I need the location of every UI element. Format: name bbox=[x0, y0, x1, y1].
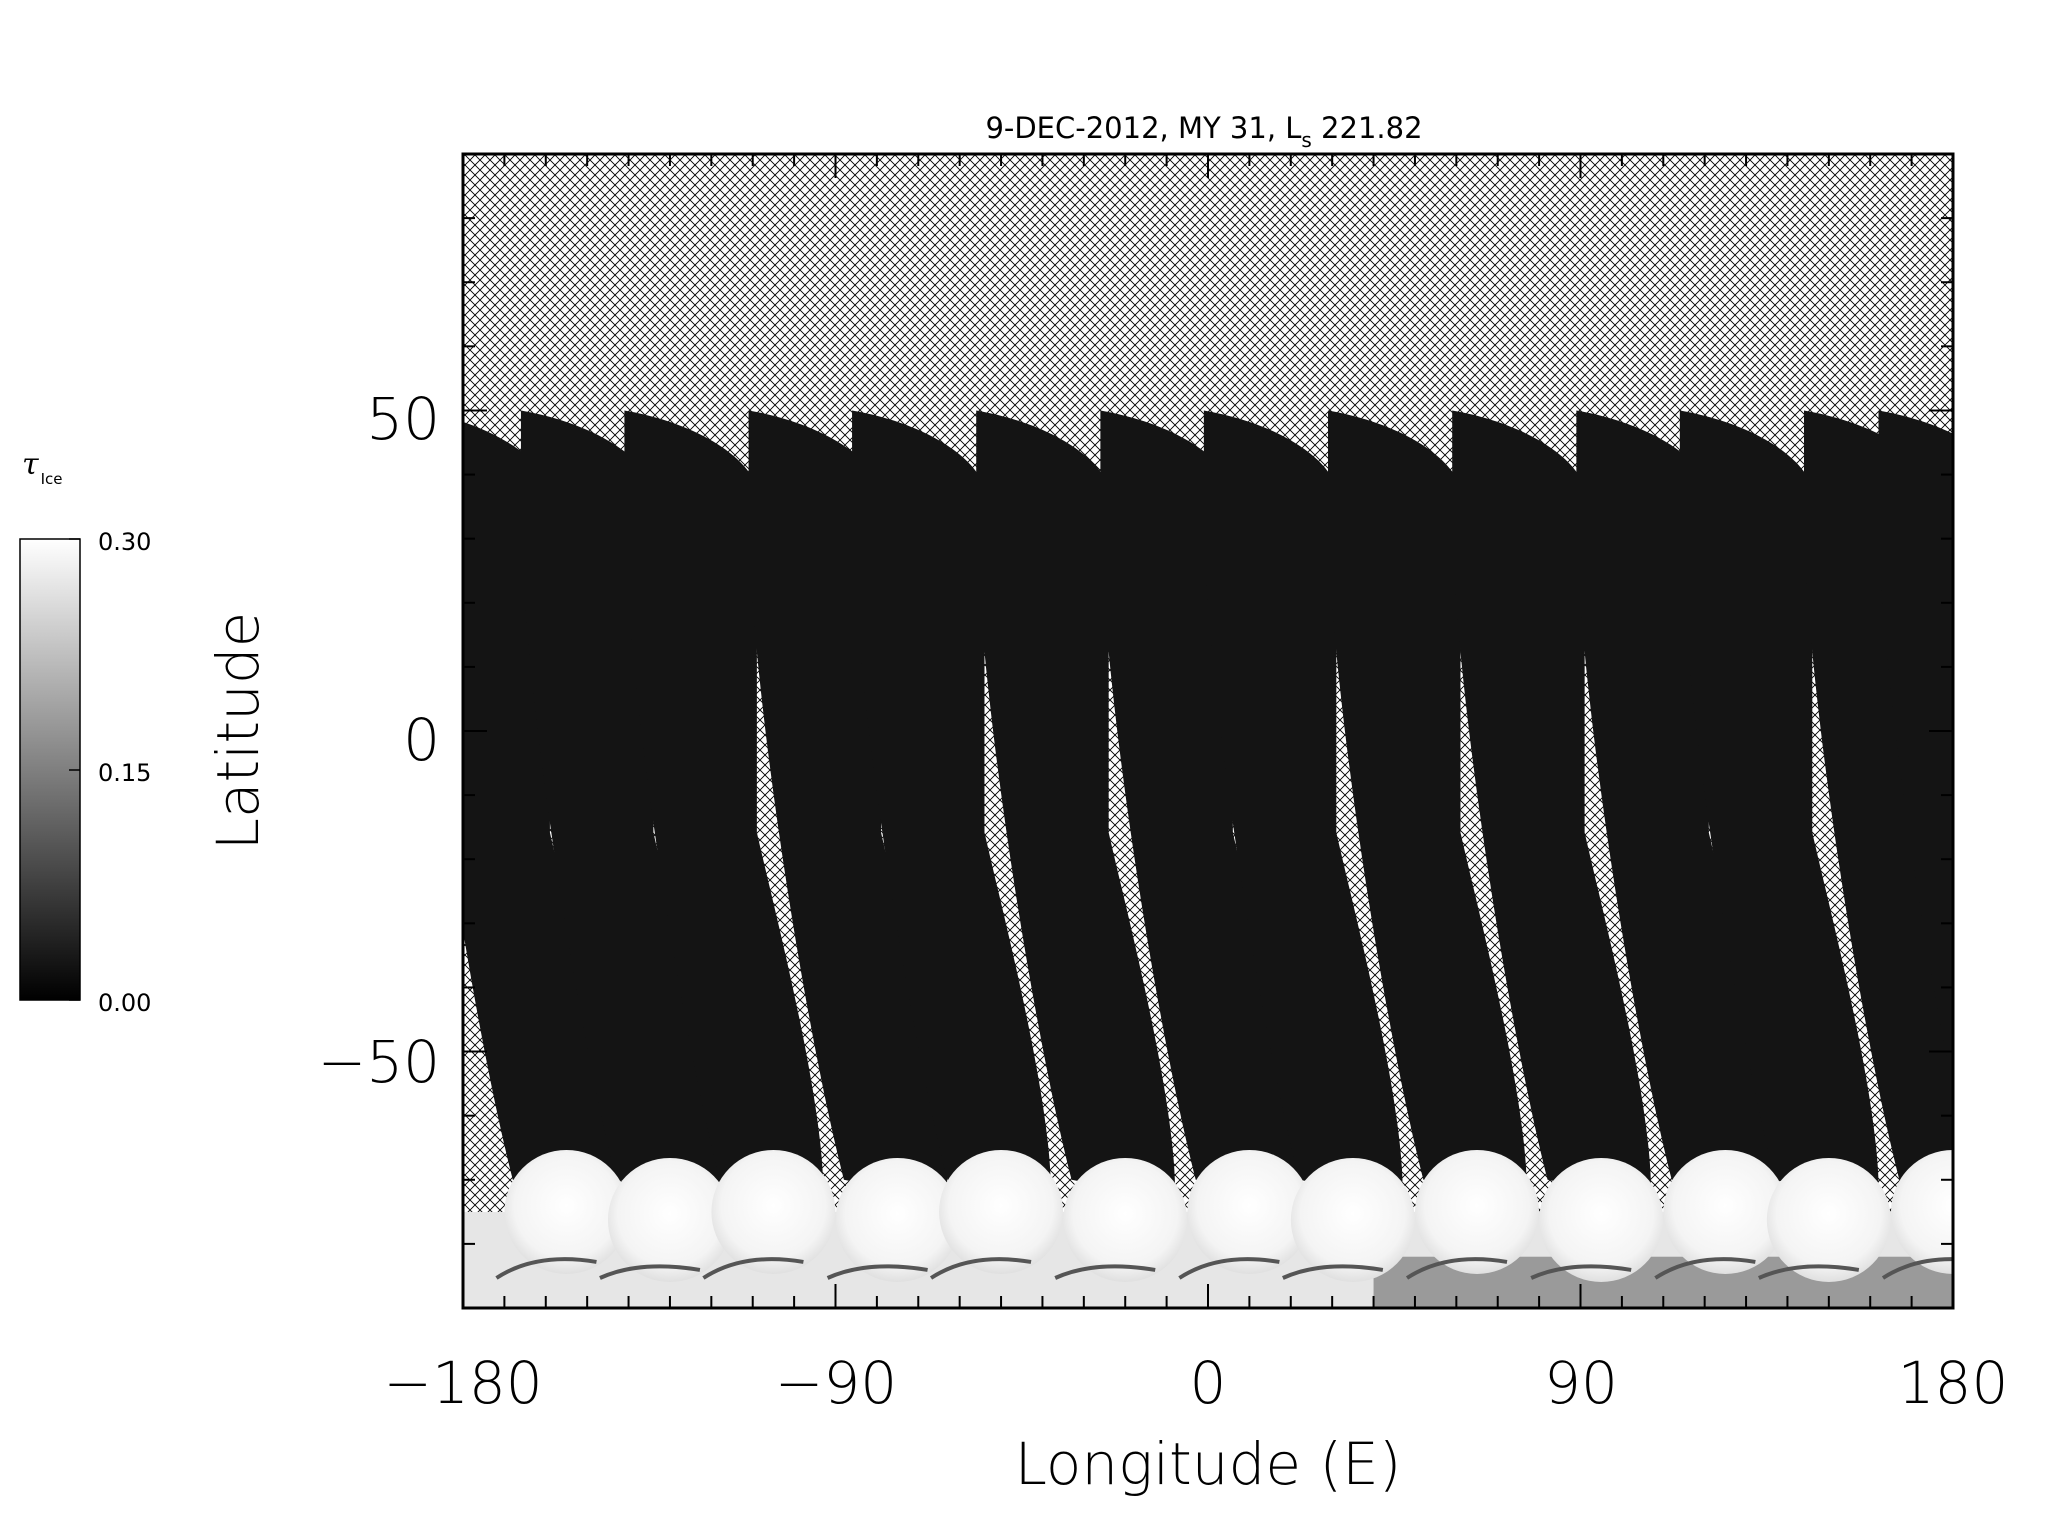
cloud-lobe-edge bbox=[1178, 1257, 1280, 1280]
axis-minor-ticks bbox=[462, 153, 1954, 1309]
cloud-lobe bbox=[711, 1149, 836, 1274]
cloud-lobe bbox=[1966, 1158, 2048, 1282]
orbit-swath bbox=[976, 410, 1176, 1200]
x-tick-label: 180 bbox=[1898, 1349, 2009, 1417]
cloud-lobe-edge bbox=[929, 1257, 1032, 1280]
y-tick-labels: 50 0 −50 bbox=[318, 385, 440, 1096]
cloud-lobe bbox=[1063, 1157, 1188, 1282]
orbit-swath bbox=[1203, 410, 1403, 1200]
cloud-lobe-edge bbox=[495, 1257, 597, 1280]
colorbar-tick-label: 0.30 bbox=[98, 528, 151, 556]
south-polar-cloud-band bbox=[463, 1149, 2048, 1308]
cloud-lobe-edge bbox=[1054, 1264, 1156, 1280]
y-tick-label: 0 bbox=[403, 706, 440, 774]
x-tick-label: −90 bbox=[775, 1349, 897, 1417]
orbit-swath bbox=[1679, 410, 1879, 1200]
x-tick-label: 0 bbox=[1190, 1349, 1227, 1417]
cloud-lobe-edge bbox=[1405, 1257, 1508, 1280]
orbit-swath bbox=[1100, 410, 1300, 1200]
cloud-lobe bbox=[939, 1149, 1064, 1274]
cloud-lobe-edge bbox=[599, 1264, 701, 1280]
x-axis-label: Longitude (E) bbox=[1015, 1430, 1402, 1498]
orbit-swath bbox=[852, 410, 1051, 1200]
cloud-lobe bbox=[1415, 1149, 1540, 1274]
cloud-lobe-edge bbox=[1654, 1257, 1756, 1280]
map-plot-area bbox=[463, 154, 2048, 1308]
x-tick-label: −180 bbox=[383, 1349, 542, 1417]
colorbar-label: τ Ice bbox=[22, 447, 63, 488]
colorbar: τ Ice 0.30 0.15 0.00 bbox=[19, 447, 151, 1017]
orbit-swaths bbox=[463, 410, 1953, 1200]
cloud-lobe-edge bbox=[1958, 1266, 2048, 1278]
cloud-lobe-edge bbox=[1282, 1264, 1384, 1280]
orbit-swath bbox=[520, 410, 720, 1200]
y-tick-label: −50 bbox=[318, 1028, 440, 1096]
orbit-swath bbox=[748, 410, 948, 1200]
cloud-lobe-edge bbox=[1758, 1264, 1860, 1280]
cloud-lobe-edge bbox=[702, 1257, 804, 1280]
cloud-lobe bbox=[1663, 1149, 1788, 1274]
cloud-lobe-edge bbox=[826, 1264, 928, 1280]
orbit-swath bbox=[1576, 410, 1776, 1200]
cloud-lobe bbox=[1891, 1149, 1953, 1274]
cloud-lobe bbox=[607, 1157, 732, 1282]
x-tick-labels: −180 −90 0 90 180 bbox=[383, 1349, 2008, 1417]
orbit-swath bbox=[463, 421, 617, 1200]
colorbar-tick-label: 0.15 bbox=[98, 759, 151, 787]
orbit-swath bbox=[1452, 410, 1652, 1200]
cloud-lobe bbox=[835, 1157, 960, 1282]
cloud-lobe-edge bbox=[1530, 1264, 1632, 1280]
orbit-swath bbox=[624, 410, 824, 1200]
cloud-lobe bbox=[1187, 1149, 1312, 1274]
colorbar-tick-label: 0.00 bbox=[98, 989, 151, 1017]
map-title: 9-DEC-2012, MY 31, Ls 221.82 bbox=[985, 111, 1422, 152]
orbit-swath bbox=[1878, 410, 1953, 1088]
y-tick-label: 50 bbox=[366, 385, 440, 453]
cloud-lobe bbox=[1539, 1157, 1664, 1282]
cloud-lobe-edge bbox=[1881, 1257, 1953, 1280]
x-tick-label: 90 bbox=[1544, 1349, 1618, 1417]
cloud-lobe bbox=[1290, 1157, 1415, 1282]
y-axis-label: Latitude bbox=[204, 612, 272, 851]
orbit-swath bbox=[1328, 410, 1527, 1200]
cloud-lobe bbox=[504, 1149, 629, 1274]
cloud-lobe bbox=[1766, 1157, 1891, 1282]
